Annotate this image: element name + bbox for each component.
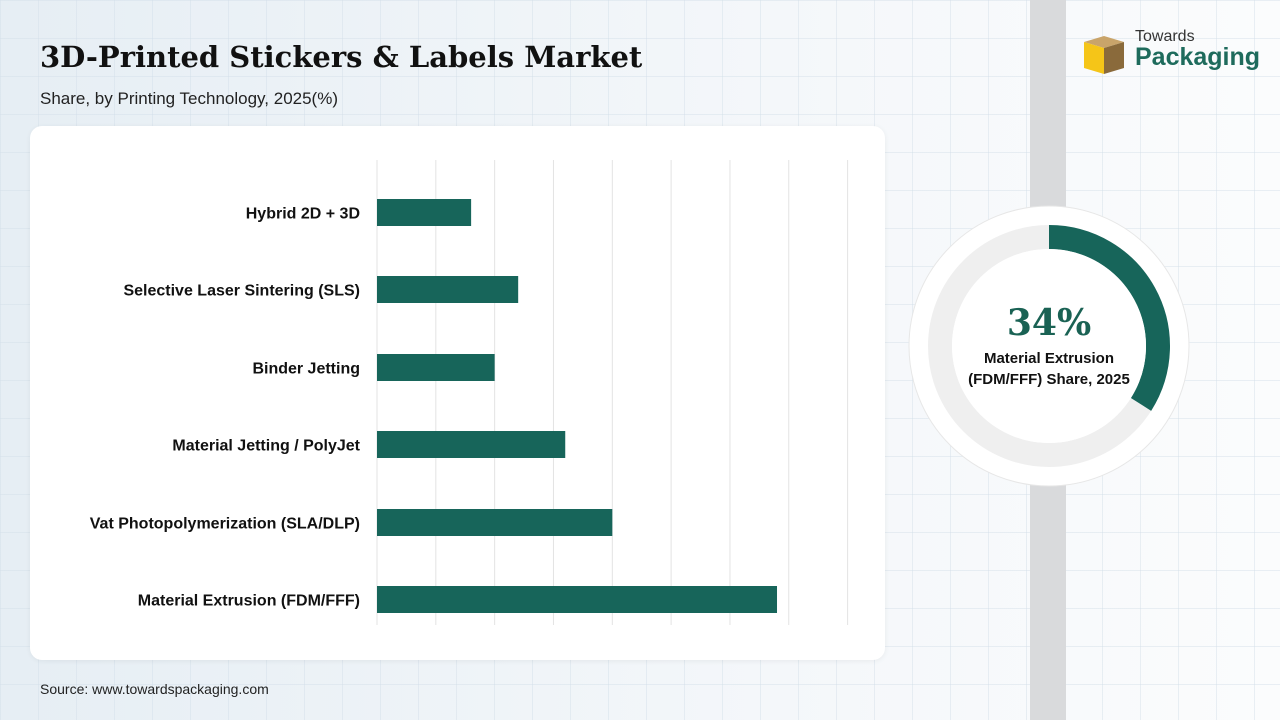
bar [377,199,472,226]
donut-slice [1048,225,1170,411]
bar-chart-card: Hybrid 2D + 3D Selective Laser Sintering … [30,126,885,660]
chart-title: 3D-Printed Stickers & Labels Market [40,40,643,74]
source-note: Source: www.towardspackaging.com [40,681,269,697]
box-icon [1084,36,1124,74]
bar [377,586,778,613]
category-label: Vat Photopolymerization (SLA/DLP) [90,516,360,533]
donut-svg [908,205,1190,487]
category-label: Binder Jetting [252,361,360,378]
category-label: Hybrid 2D + 3D [246,206,360,223]
bar [377,431,566,458]
category-label: Material Jetting / PolyJet [172,438,360,455]
category-label: Selective Laser Sintering (SLS) [123,283,360,300]
category-label: Material Extrusion (FDM/FFF) [138,593,360,610]
bar [377,276,519,303]
brand-logo: Towards Packaging [1082,28,1262,78]
logo-text-packaging: Packaging [1135,43,1261,71]
donut-center [952,249,1146,443]
logo-text-towards: Towards [1135,28,1195,45]
bar [377,354,495,381]
bar [377,509,613,536]
donut-chart: 34% Material Extrusion (FDM/FFF) Share, … [908,205,1190,487]
bar-chart: Hybrid 2D + 3D Selective Laser Sintering … [90,160,849,625]
chart-subtitle: Share, by Printing Technology, 2025(%) [40,89,338,108]
